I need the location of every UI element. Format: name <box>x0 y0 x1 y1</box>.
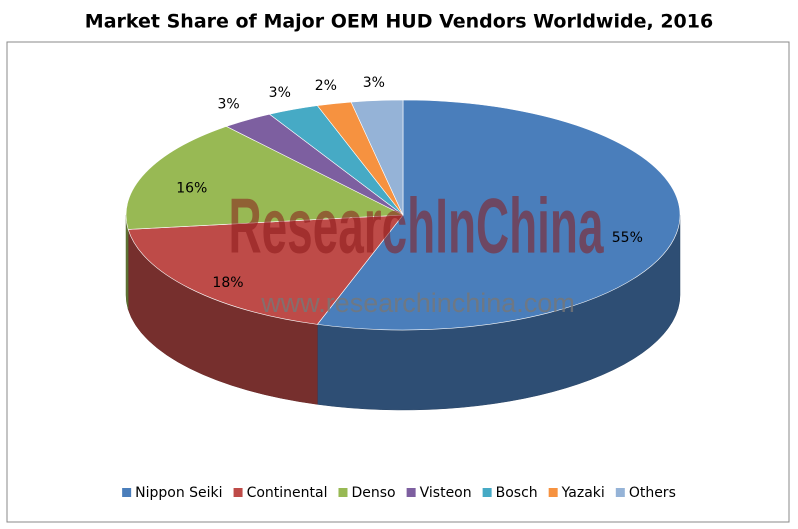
data-label: 3% <box>363 75 385 91</box>
legend-item: Continental <box>233 485 328 501</box>
data-label: 3% <box>218 96 240 112</box>
legend-label: Visteon <box>420 485 472 501</box>
legend-swatch <box>615 488 625 497</box>
data-label: 2% <box>315 78 337 94</box>
legend-label: Others <box>629 485 676 501</box>
legend-swatch <box>406 488 416 497</box>
legend-swatch <box>233 488 243 497</box>
legend-item: Bosch <box>482 485 538 501</box>
chart-title: Market Share of Major OEM HUD Vendors Wo… <box>85 11 713 33</box>
legend-item: Others <box>615 485 676 501</box>
legend-item: Denso <box>338 485 396 501</box>
watermark: ResearchInChina <box>229 182 604 270</box>
watermark-url: www.researchinchina.com <box>260 288 575 318</box>
legend-swatch <box>482 488 492 497</box>
legend-item: Yazaki <box>548 485 605 501</box>
slice <box>350 99 404 216</box>
data-label: 16% <box>176 180 207 196</box>
legend-label: Yazaki <box>561 485 605 501</box>
legend-swatch <box>548 488 558 497</box>
data-label: 18% <box>212 275 243 291</box>
slice <box>127 214 404 325</box>
legend-item: Visteon <box>406 485 472 501</box>
legend-label: Denso <box>351 485 395 501</box>
pie: ResearchInChina www.researchinchina.com 55… <box>125 75 681 411</box>
slice <box>316 99 681 331</box>
legend-label: Continental <box>247 485 328 501</box>
legend-label: Nippon Seiki <box>135 485 222 501</box>
legend-swatch <box>122 488 132 497</box>
legend-label: Bosch <box>496 485 538 501</box>
legend-swatch <box>338 488 348 497</box>
legend: Nippon Seiki Continental Denso Visteon Bosch… <box>122 485 676 501</box>
data-label: 3% <box>269 85 291 101</box>
legend-item: Nippon Seiki <box>122 485 223 501</box>
slice <box>125 126 405 230</box>
data-label: 55% <box>612 230 643 246</box>
